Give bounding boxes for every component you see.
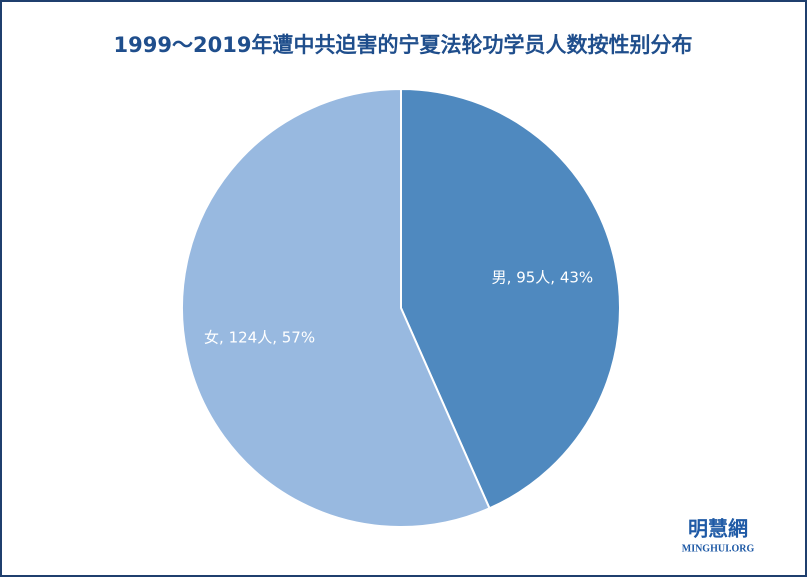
pie-slice xyxy=(181,87,491,528)
pie: 男, 95人, 43% 女, 124人, 57% xyxy=(181,87,621,528)
pie-slice xyxy=(400,87,621,510)
watermark-site: MINGHUI.ORG xyxy=(682,543,755,554)
watermark-name: 明慧網 xyxy=(688,517,748,541)
data-label: 男, 95人, 43% xyxy=(492,269,594,287)
chart-title: 1999～2019年遭中共迫害的宁夏法轮功学员人数按性别分布 xyxy=(114,33,693,57)
data-label: 女, 124人, 57% xyxy=(204,328,315,346)
